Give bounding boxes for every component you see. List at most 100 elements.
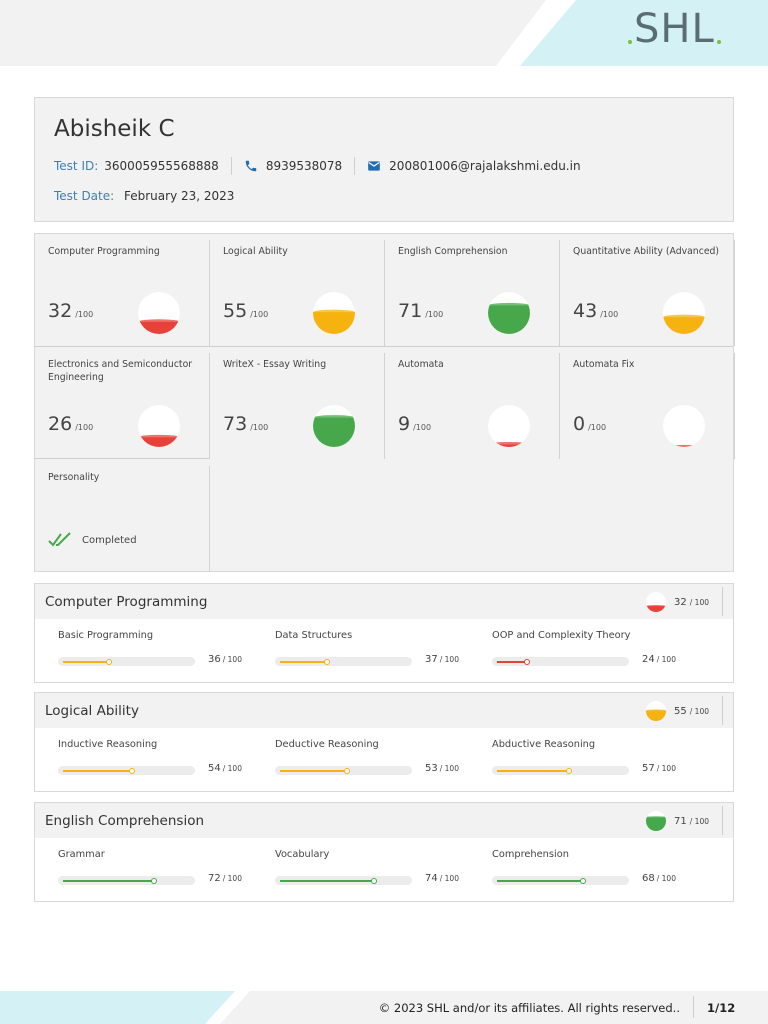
subscore-name: Abductive Reasoning (492, 739, 596, 750)
score-number: 32 (48, 300, 73, 322)
cell-divider (384, 353, 385, 459)
subscore-item: Basic Programming 36/ 100 (58, 630, 248, 666)
score-max: /100 (413, 423, 432, 432)
section-score-max: / 100 (689, 816, 709, 826)
score-card-title: Electronics and Semiconductor Engineerin… (48, 359, 193, 383)
subscore-knob (151, 878, 157, 884)
subscore-knob (344, 768, 350, 774)
score-card-title: Logical Ability (223, 246, 288, 257)
subscore-value: 74/ 100 (425, 873, 459, 884)
subscore-name: OOP and Complexity Theory (492, 630, 631, 641)
score-number: 9 (398, 413, 411, 435)
divider (230, 157, 232, 175)
score-card: Quantitative Ability (Advanced) 43/100 (560, 234, 735, 346)
score-value: 73/100 (223, 413, 268, 435)
subscore-number: 68 (642, 873, 655, 884)
cell-divider (209, 240, 210, 346)
divider (722, 696, 723, 725)
section-panel: Logical Ability 55/ 100 Inductive Reasonin… (34, 692, 734, 792)
section-score-max: / 100 (689, 706, 709, 716)
subscore-knob (580, 878, 586, 884)
logo-dot (716, 40, 721, 44)
score-overview-grid: Personality Completed Computer Programmi… (34, 233, 735, 572)
subscore-track (275, 657, 412, 666)
subscore-item: Comprehension 68/ 100 (492, 849, 682, 885)
score-gauge (313, 292, 355, 334)
score-gauge-icon (313, 292, 355, 334)
grid-divider (35, 346, 733, 347)
section-header: Logical Ability 55/ 100 (35, 693, 733, 728)
subscore-knob (129, 768, 135, 774)
subscore-bar (280, 880, 374, 882)
subscore-number: 57 (642, 763, 655, 774)
subscore-value: 24/ 100 (642, 654, 676, 665)
section-score-max: / 100 (689, 597, 709, 607)
footer-decor-cyan (0, 991, 240, 1024)
section-score: 32/ 100 (646, 592, 709, 612)
score-card: Computer Programming 32/100 (35, 234, 210, 346)
score-gauge-icon (488, 405, 530, 447)
subscore-knob (371, 878, 377, 884)
score-card-title: Quantitative Ability (Advanced) (573, 246, 720, 257)
grid-divider (35, 458, 210, 459)
section-score-number: 55 (674, 705, 687, 717)
footer-band: © 2023 SHL and/or its affiliates. All ri… (0, 991, 768, 1024)
subscore-value: 72/ 100 (208, 873, 242, 884)
score-max: /100 (588, 423, 607, 432)
subscore-bar (280, 770, 347, 772)
score-value: 26/100 (48, 413, 93, 435)
section-title: Computer Programming (45, 594, 208, 610)
subscore-number: 74 (425, 873, 438, 884)
page-number: 1/12 (707, 1001, 736, 1015)
score-card-title: English Comprehension (398, 246, 508, 257)
cell-divider (384, 240, 385, 346)
subscore-name: Grammar (58, 849, 105, 860)
subscore-name: Vocabulary (275, 849, 330, 860)
cell-divider (734, 240, 735, 346)
score-number: 0 (573, 413, 586, 435)
section-panel: English Comprehension 71/ 100 Grammar 72/ 1… (34, 802, 734, 902)
subscore-bar (63, 770, 132, 772)
subscore-max: / 100 (656, 655, 676, 664)
subscore-max: / 100 (439, 655, 459, 664)
subscore-track (58, 657, 195, 666)
subscore-number: 53 (425, 763, 438, 774)
subscore-max: / 100 (222, 655, 242, 664)
score-max: /100 (425, 310, 444, 319)
subscore-max: / 100 (656, 764, 676, 773)
subscore-item: OOP and Complexity Theory 24/ 100 (492, 630, 682, 666)
divider (722, 587, 723, 616)
test-date-value: February 23, 2023 (124, 189, 235, 203)
score-number: 26 (48, 413, 73, 435)
score-gauge (663, 292, 705, 334)
section-panel: Computer Programming 32/ 100 Basic Program… (34, 583, 734, 683)
subscore-bar (497, 880, 583, 882)
score-gauge-icon (663, 292, 705, 334)
subscore-value: 53/ 100 (425, 763, 459, 774)
score-card: WriteX - Essay Writing 73/100 (210, 347, 385, 459)
subscore-item: Vocabulary 74/ 100 (275, 849, 465, 885)
subscore-number: 36 (208, 654, 221, 665)
email-icon (368, 161, 381, 171)
test-date-label: Test Date: (54, 189, 115, 203)
subscore-value: 36/ 100 (208, 654, 242, 665)
score-card: English Comprehension 71/100 (385, 234, 560, 346)
subscore-item: Abductive Reasoning 57/ 100 (492, 739, 682, 775)
phone-value: 8939538078 (265, 159, 343, 173)
score-value: 55/100 (223, 300, 268, 322)
score-gauge (488, 292, 530, 334)
subscore-value: 37/ 100 (425, 654, 459, 665)
shl-logo: SHL (628, 2, 721, 52)
subscore-bar (63, 661, 109, 663)
test-date-row: Test Date: February 23, 2023 (54, 189, 234, 203)
score-number: 73 (223, 413, 248, 435)
divider (354, 157, 356, 175)
subscore-track (492, 657, 629, 666)
score-max: /100 (75, 310, 94, 319)
subscore-bar (63, 880, 154, 882)
subscore-value: 54/ 100 (208, 763, 242, 774)
subscore-item: Deductive Reasoning 53/ 100 (275, 739, 465, 775)
subscore-bar (497, 770, 569, 772)
divider (722, 806, 723, 835)
score-card-title: Personality (48, 472, 100, 483)
